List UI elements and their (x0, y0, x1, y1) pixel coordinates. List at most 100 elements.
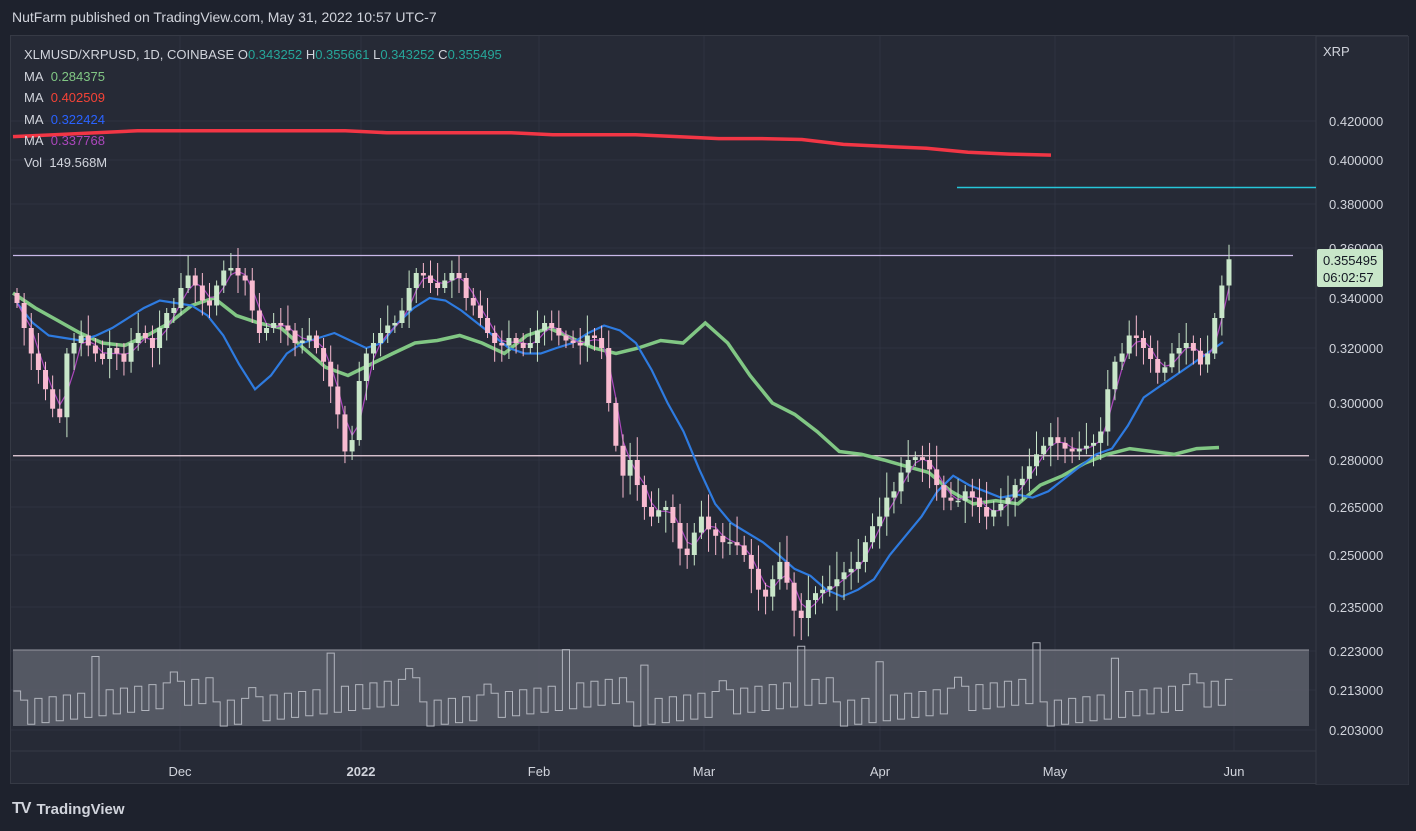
symbol-title[interactable]: XLMUSD/XRPUSD, 1D, COINBASE (24, 47, 235, 62)
candle-body (563, 335, 569, 341)
candle-body (64, 353, 70, 418)
candle-body (506, 338, 512, 346)
candle-body (976, 497, 982, 507)
candle-body (591, 335, 597, 338)
candle-body (477, 305, 483, 318)
candle-body (85, 335, 91, 346)
ma-green-line[interactable] (12, 291, 1220, 506)
candle-body (78, 335, 84, 343)
candle-body (713, 529, 719, 536)
price-axis-background[interactable] (1315, 36, 1409, 785)
candle-body (278, 323, 284, 326)
candle-body (1162, 367, 1168, 373)
candle-body (1140, 338, 1146, 348)
vol-row[interactable]: Vol 149.568M (24, 152, 502, 174)
ma-red-line[interactable] (12, 129, 1052, 157)
price-tick-label: 0.400000 (1329, 153, 1383, 168)
candle-body (1076, 448, 1082, 452)
candle-body (192, 275, 198, 286)
candle-body (770, 579, 776, 597)
high-label: H (305, 47, 316, 62)
time-tick-label: Mar (693, 764, 716, 779)
ma-label: MA (24, 68, 44, 84)
candle-body (14, 293, 20, 303)
candle-body (755, 568, 761, 590)
candle-body (955, 500, 961, 503)
candle-body (485, 318, 491, 333)
candle-body (649, 507, 655, 517)
candle-body (420, 273, 426, 276)
ma-value: 0.322424 (50, 111, 105, 127)
time-axis-ticks: Dec 2022 Feb Mar Apr May Jun (168, 764, 1244, 779)
candle-body (1133, 335, 1139, 338)
price-tick-label: 0.265000 (1329, 500, 1383, 515)
candle-body (520, 343, 526, 348)
last-price-badge (1317, 249, 1383, 287)
candle-body (171, 308, 177, 313)
candle-body (577, 343, 583, 346)
candle-body (413, 273, 419, 288)
candle-body (584, 335, 590, 346)
price-tick-label: 0.340000 (1329, 291, 1383, 306)
candle-body (370, 343, 376, 354)
candle-body (50, 389, 56, 409)
candle-body (1098, 431, 1104, 443)
candle-body (57, 408, 63, 418)
candle-body (356, 381, 362, 441)
ma-row-4[interactable]: MA 0.337768 (24, 130, 502, 152)
price-chart[interactable]: XRP 0.4200000.4000000.3800000.3600000.34… (11, 36, 1409, 785)
candle-body (691, 532, 697, 555)
bar-countdown: 06:02:57 (1323, 270, 1374, 285)
price-tick-label: 0.250000 (1329, 548, 1383, 563)
candle-body (698, 516, 704, 533)
candle-body (912, 457, 918, 460)
symbol-row[interactable]: XLMUSD/XRPUSD, 1D, COINBASE O0.343252 H0… (24, 44, 502, 66)
candle-body (1026, 466, 1032, 479)
candle-body (449, 273, 455, 281)
candle-body (791, 582, 797, 611)
open-value: 0.343252 (247, 47, 303, 62)
candle-body (221, 270, 227, 286)
candle-body (35, 353, 41, 370)
candle-body (870, 526, 876, 543)
candle-body (428, 275, 434, 283)
candle-body (627, 460, 633, 476)
candle-body (71, 343, 77, 354)
candle-body (206, 300, 212, 306)
candle-body (820, 589, 826, 594)
candle-body (542, 323, 548, 331)
price-tick-label: 0.420000 (1329, 114, 1383, 129)
candle-body (235, 268, 241, 276)
price-tick-label: 0.280000 (1329, 453, 1383, 468)
candle-body (919, 457, 925, 460)
candle-body (805, 600, 811, 618)
ma-row-3[interactable]: MA 0.322424 (24, 109, 502, 131)
candle-body (1226, 259, 1232, 286)
footer-brand[interactable]: TV TradingView (12, 800, 125, 818)
price-tick-label: 0.300000 (1329, 396, 1383, 411)
close-value: 0.355495 (447, 47, 502, 62)
price-tick-label: 0.213000 (1329, 683, 1383, 698)
candles[interactable] (14, 244, 1232, 640)
candle-body (321, 348, 327, 362)
candle-body (199, 285, 205, 301)
chart-frame[interactable]: XRP 0.420000 0.400000 0.380000 0.360000 0.34… (10, 35, 1409, 785)
candle-body (991, 510, 997, 517)
candle-body (1069, 448, 1075, 452)
ma-row-2[interactable]: MA 0.402509 (24, 87, 502, 109)
ma-row-1[interactable]: MA 0.284375 (24, 66, 502, 88)
candle-body (855, 561, 861, 569)
candle-body (1091, 442, 1097, 446)
candle-body (1119, 353, 1125, 362)
candle-body (841, 572, 847, 580)
time-tick-label: Dec (168, 764, 192, 779)
candle-body (684, 548, 690, 555)
candle-body (1169, 353, 1175, 368)
ma-value: 0.402509 (50, 90, 105, 105)
candle-body (385, 325, 391, 333)
candle-body (984, 507, 990, 517)
candle-body (249, 280, 255, 311)
candle-body (442, 280, 448, 288)
candle-body (927, 460, 933, 470)
candle-body (1005, 497, 1011, 504)
